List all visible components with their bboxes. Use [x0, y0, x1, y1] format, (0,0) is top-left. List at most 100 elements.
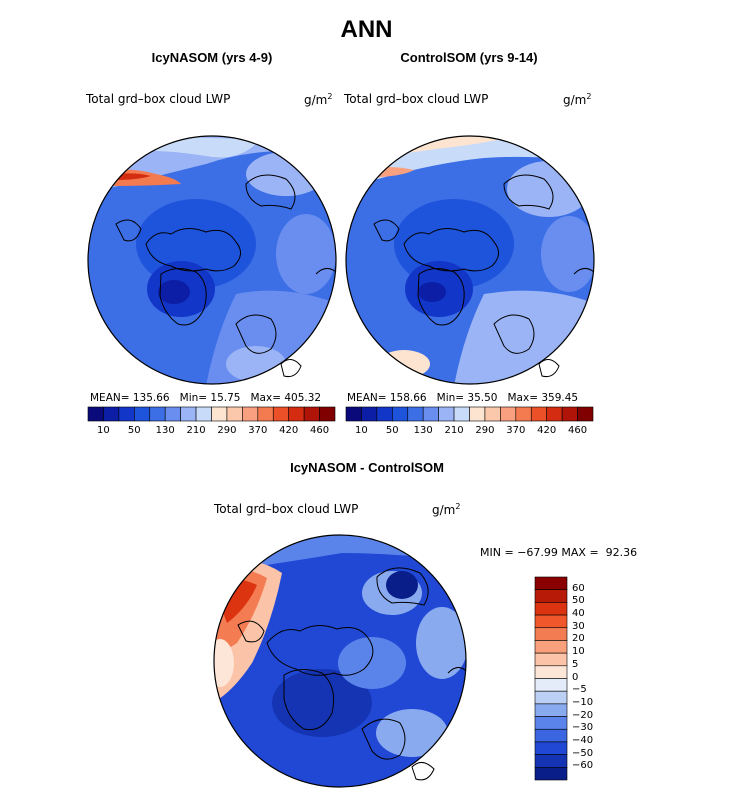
- stats-icynasom: MEAN= 135.66 Min= 15.75 Max= 405.32: [90, 392, 321, 404]
- colorbar-swatch: [534, 665, 568, 679]
- colorbar-swatch: [534, 602, 568, 616]
- colorbar-tick-label: −10: [572, 696, 594, 708]
- mean-label: MEAN=: [347, 392, 387, 404]
- colorbar-swatch: [134, 406, 151, 422]
- variable-label-controlsom: Total grd–box cloud LWP: [344, 92, 489, 106]
- colorbar-tick-label: −20: [572, 709, 594, 721]
- max-value: 405.32: [284, 392, 322, 404]
- colorbar-swatch: [534, 589, 568, 603]
- colorbar-difference: [534, 576, 568, 781]
- colorbar-tick-label: 50: [385, 425, 399, 436]
- colorbar-swatch: [103, 406, 120, 422]
- stats-controlsom: MEAN= 158.66 Min= 35.50 Max= 359.45: [347, 392, 578, 404]
- max-label: MAX =: [561, 546, 599, 559]
- field-europe-light: [376, 709, 448, 757]
- colorbar-swatch: [534, 728, 568, 743]
- colorbar-swatch: [534, 614, 568, 629]
- coastlines: [373, 174, 595, 377]
- colorbar-swatch: [361, 406, 378, 422]
- colorbar-tick-label: 290: [475, 425, 495, 436]
- colorbar-tick-label: −5: [572, 684, 587, 696]
- field-light-east: [416, 607, 466, 679]
- colorbar-tick-label: 210: [444, 425, 464, 436]
- coastlines: [115, 174, 337, 377]
- colorbar-swatch: [561, 406, 578, 422]
- colorbar-controlsom: [345, 406, 594, 422]
- colorbar-tick-label: −60: [572, 760, 594, 772]
- colorbar-tick-label: 210: [186, 425, 206, 436]
- colorbar-swatch: [469, 406, 486, 422]
- min-label: Min=: [436, 392, 465, 404]
- colorbar-swatch: [180, 406, 197, 422]
- min-value: −67.99: [517, 546, 558, 559]
- map-icynasom: [87, 135, 337, 385]
- colorbar-tick-label: 60: [572, 582, 585, 594]
- colorbar-swatch: [345, 406, 362, 422]
- field-greenland-min: [418, 282, 446, 302]
- min-label: MIN =: [480, 546, 514, 559]
- colorbar-swatch: [303, 406, 320, 422]
- field-greenland-min: [158, 280, 190, 304]
- colorbar-swatch: [534, 627, 568, 641]
- map-border: [213, 534, 467, 788]
- colorbar-swatch: [546, 406, 563, 422]
- colorbar-swatch: [211, 406, 228, 422]
- mean-value: 158.66: [389, 392, 427, 404]
- max-value: 92.36: [605, 546, 638, 559]
- colorbar-swatch: [534, 741, 568, 755]
- map-difference: [213, 534, 467, 788]
- colorbar-swatch: [407, 406, 424, 422]
- colorbar-swatch: [257, 406, 274, 422]
- units-label-icynasom: g/m2: [304, 92, 333, 107]
- colorbar-swatch: [534, 576, 568, 590]
- field-siberia-mid: [276, 214, 336, 294]
- colorbar-swatch: [515, 406, 532, 422]
- panel-title-icynasom: IcyNASOM (yrs 4-9): [151, 50, 273, 65]
- colorbar-swatch: [500, 406, 517, 422]
- panel-title-difference: IcyNASOM - ControlSOM: [290, 460, 444, 475]
- min-value: 35.50: [467, 392, 498, 404]
- colorbar-swatch: [534, 640, 568, 654]
- colorbar-swatch: [376, 406, 393, 422]
- colorbar-tick-label: 370: [506, 425, 526, 436]
- colorbar-tick-label: 5: [572, 658, 579, 670]
- colorbar-tick-label: 50: [572, 595, 585, 607]
- colorbar-swatch: [195, 406, 212, 422]
- units-label-difference: g/m2: [432, 502, 461, 517]
- colorbar-tick-label: 420: [537, 425, 557, 436]
- colorbar-tick-label: 0: [572, 671, 579, 683]
- colorbar-tick-label: −50: [572, 747, 594, 759]
- colorbar-tick-label: 10: [572, 646, 585, 658]
- colorbar-tick-label: −40: [572, 734, 594, 746]
- field-greenland-low: [272, 669, 372, 737]
- colorbar-swatch: [534, 652, 568, 667]
- colorbar-swatch: [534, 690, 568, 705]
- field-atlantic-light: [226, 346, 286, 382]
- colorbar-swatch: [392, 406, 409, 422]
- colorbar-swatch: [319, 406, 336, 422]
- colorbar-swatch: [226, 406, 243, 422]
- field-min-ne: [386, 571, 418, 599]
- colorbar-tick-label: 370: [248, 425, 268, 436]
- colorbar-tick-label: 130: [155, 425, 175, 436]
- colorbar-swatch: [242, 406, 259, 422]
- colorbar-swatch: [453, 406, 470, 422]
- field-warm-faint: [214, 639, 234, 687]
- colorbar-swatch: [534, 754, 568, 768]
- colorbar-swatch: [149, 406, 166, 422]
- colorbar-swatch: [118, 406, 135, 422]
- colorbar-swatch: [87, 406, 104, 422]
- colorbar-swatch: [534, 716, 568, 730]
- max-label: Max=: [250, 392, 282, 404]
- colorbar-ticks-controlsom: 10 50 130 210 290 370 420 460: [346, 425, 593, 439]
- min-value: 15.75: [210, 392, 241, 404]
- colorbar-icynasom: [87, 406, 336, 422]
- colorbar-swatch: [484, 406, 501, 422]
- panel-title-controlsom: ControlSOM (yrs 9-14): [400, 50, 538, 65]
- map-border: [345, 135, 595, 385]
- colorbar-tick-label: 40: [572, 608, 585, 620]
- colorbar-swatch: [272, 406, 289, 422]
- colorbar-tick-label: 50: [127, 425, 141, 436]
- field-max-patch: [116, 173, 151, 180]
- map-controlsom: [345, 135, 595, 385]
